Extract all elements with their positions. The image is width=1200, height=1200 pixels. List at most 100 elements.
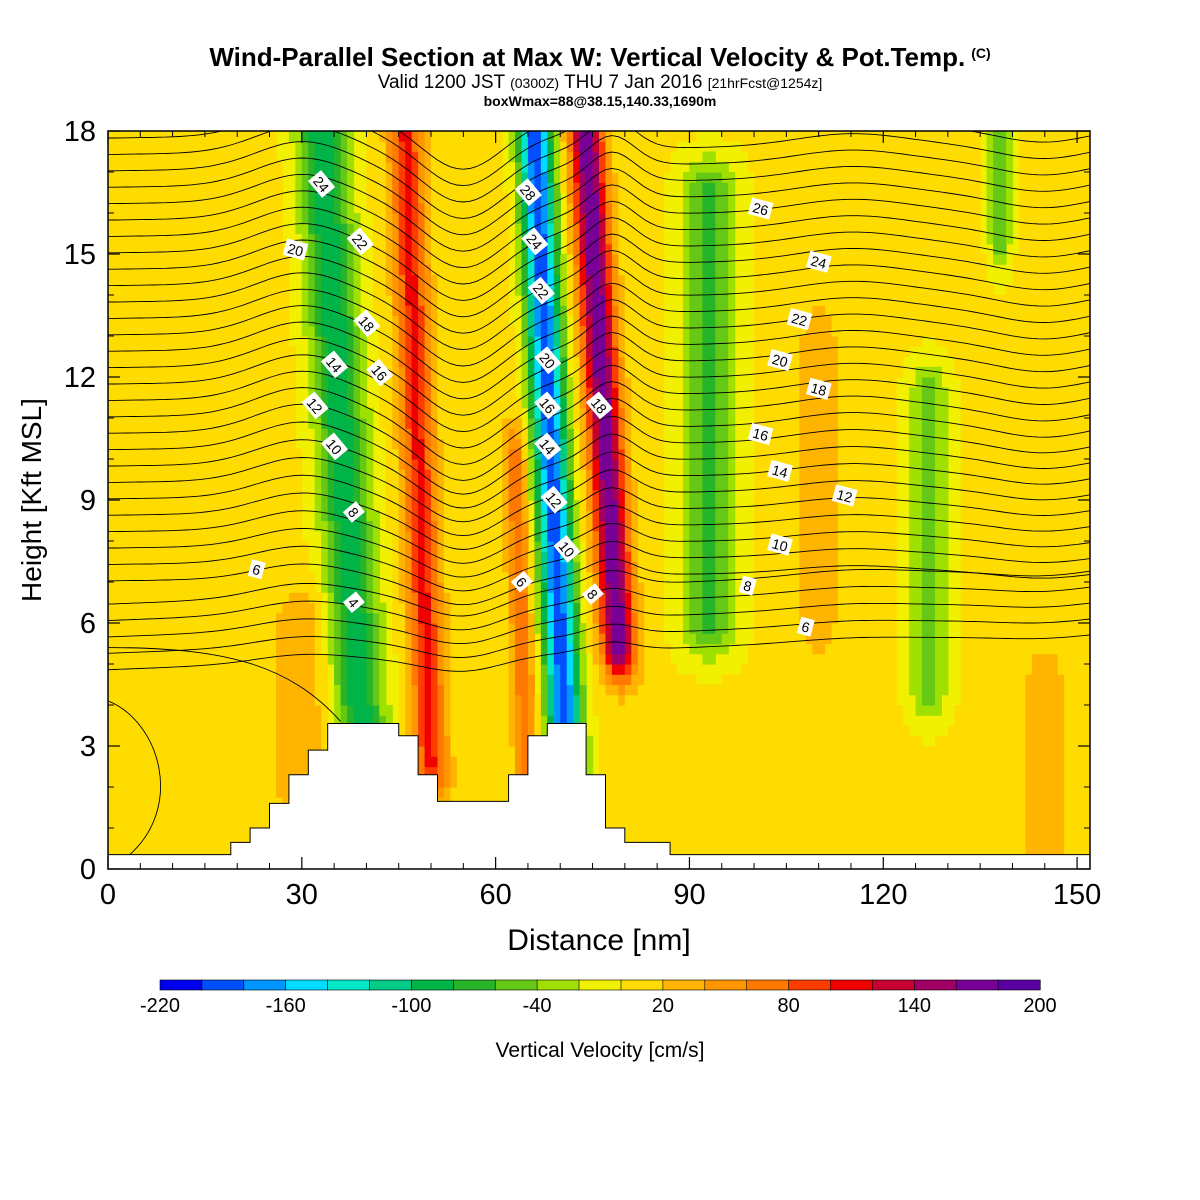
heat-cell	[799, 530, 839, 542]
heat-cell	[540, 643, 548, 655]
heat-cell	[443, 725, 451, 737]
heat-cell	[347, 633, 367, 645]
heat-cell	[605, 582, 613, 593]
heat-cell	[1025, 746, 1065, 757]
heat-cell	[314, 315, 322, 327]
heat-cell	[411, 336, 419, 347]
heat-cell	[579, 428, 587, 440]
heat-cell	[353, 223, 361, 235]
heat-cell	[689, 223, 703, 235]
heat-cell	[579, 828, 1026, 839]
heat-cell	[702, 254, 716, 265]
heat-cell	[922, 674, 936, 686]
heat-cell	[702, 356, 716, 368]
heat-cell	[553, 151, 561, 163]
heat-cell	[553, 202, 561, 214]
heat-cell	[431, 305, 439, 317]
heat-cell	[573, 141, 581, 153]
heat-cell	[340, 664, 348, 675]
heat-cell	[276, 725, 322, 737]
heat-cell	[689, 161, 729, 173]
heat-cell	[327, 623, 335, 634]
heat-cell	[527, 469, 535, 481]
heat-cell	[611, 387, 619, 399]
heat-cell	[702, 336, 716, 347]
heat-cell	[624, 366, 665, 378]
heat-cell	[909, 459, 923, 470]
heat-cell	[366, 172, 387, 183]
heat-cell	[534, 325, 542, 337]
heat-cell	[586, 643, 594, 655]
heat-cell	[702, 325, 716, 337]
heat-cell	[573, 612, 581, 624]
heat-cell	[624, 438, 632, 450]
heat-cell	[728, 397, 736, 409]
heat-cell	[728, 500, 736, 511]
chart-title-text: Wind-Parallel Section at Max W: Vertical…	[209, 42, 966, 72]
heat-cell	[605, 633, 613, 645]
heat-cell	[579, 223, 587, 235]
heat-cell	[579, 315, 587, 327]
heat-cell	[521, 428, 529, 440]
heat-cell	[993, 141, 1007, 153]
heat-cell	[934, 643, 949, 655]
heat-cell	[385, 254, 393, 265]
heat-cell	[695, 172, 723, 183]
heat-cell	[314, 500, 322, 511]
heat-cell	[592, 500, 600, 511]
heat-cell	[909, 469, 923, 481]
contour-label-bg	[282, 238, 309, 261]
heat-cell	[560, 664, 568, 675]
heat-cell	[327, 407, 348, 419]
heat-cell	[411, 633, 419, 645]
heat-cell	[540, 694, 548, 706]
heat-cell	[405, 336, 413, 347]
heat-cell	[683, 233, 691, 245]
heat-cell	[398, 172, 406, 183]
heat-cell	[308, 223, 316, 235]
heat-cell	[566, 571, 574, 583]
heat-cell	[424, 674, 432, 686]
heat-cell	[108, 694, 277, 706]
heat-cell	[314, 510, 322, 522]
heat-cell	[799, 459, 839, 470]
heat-cell	[534, 602, 542, 614]
heat-cell	[960, 551, 1090, 563]
heat-cell	[521, 520, 529, 532]
contour-label-text: 6	[251, 561, 263, 579]
heat-cell	[605, 182, 613, 194]
heat-cell	[108, 192, 283, 204]
heat-cell	[624, 592, 632, 604]
heat-cell	[431, 325, 439, 337]
heat-cell	[960, 592, 1090, 604]
heat-cell	[418, 510, 426, 522]
heat-cell	[392, 213, 400, 224]
heat-cell	[502, 438, 510, 450]
heat-cell	[372, 612, 380, 624]
heat-cell	[314, 643, 322, 655]
heat-cell	[909, 684, 923, 696]
heat-cell	[340, 131, 348, 142]
heat-cell	[547, 315, 555, 327]
heat-cell	[340, 541, 361, 552]
heat-cell	[540, 192, 548, 204]
heat-cell	[553, 172, 561, 183]
heat-cell	[566, 428, 574, 440]
heat-cell	[321, 243, 342, 255]
heat-cell	[431, 448, 439, 460]
heat-cell	[108, 715, 277, 727]
heat-cell	[108, 520, 303, 532]
heat-cell	[301, 284, 309, 296]
heat-cell	[618, 438, 626, 450]
heat-cell	[398, 213, 406, 224]
heat-cell	[334, 592, 342, 604]
heat-cell	[540, 202, 548, 214]
heat-cell	[605, 192, 613, 204]
heat-cell	[838, 510, 897, 522]
heat-cell	[993, 254, 1007, 265]
heat-cell	[385, 131, 393, 142]
heat-cell	[405, 295, 419, 306]
heat-cell	[611, 592, 619, 604]
contour-label: 24	[806, 250, 832, 273]
heat-cell	[392, 141, 400, 153]
